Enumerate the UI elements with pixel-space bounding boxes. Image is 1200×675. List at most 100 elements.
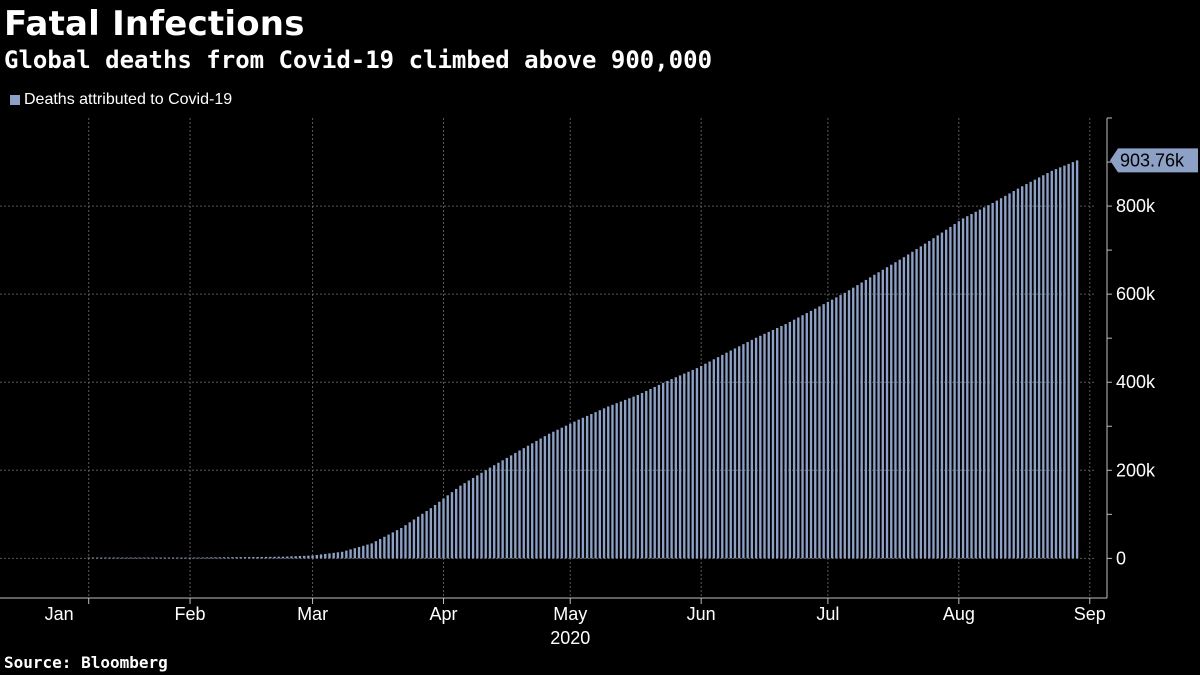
bar <box>273 556 276 559</box>
bar <box>699 365 703 559</box>
bar <box>923 243 927 559</box>
bar <box>1037 177 1041 559</box>
bar <box>999 198 1003 559</box>
bar <box>581 417 585 559</box>
bar <box>353 548 356 559</box>
bar <box>446 495 449 559</box>
x-tick-label: Mar <box>297 604 328 624</box>
bar <box>104 557 107 559</box>
bar <box>176 557 179 559</box>
bar <box>531 443 534 559</box>
bar <box>716 357 720 559</box>
bar <box>349 549 352 559</box>
bar <box>742 344 745 559</box>
bar <box>860 282 863 559</box>
bar <box>319 554 323 559</box>
bar <box>277 556 280 559</box>
bar <box>661 382 665 559</box>
bar <box>205 557 209 559</box>
bar <box>915 249 918 559</box>
bar <box>269 556 272 559</box>
bar <box>970 214 973 559</box>
bar <box>653 386 656 559</box>
bar <box>953 224 956 559</box>
bar <box>315 554 318 559</box>
bar <box>290 556 293 559</box>
bar <box>759 335 762 559</box>
bar <box>771 329 775 559</box>
bar <box>877 272 880 559</box>
bar <box>433 504 437 559</box>
bar <box>252 557 255 559</box>
bar <box>809 310 813 559</box>
bar <box>1016 188 1020 559</box>
bar <box>467 480 471 559</box>
bar <box>155 557 158 559</box>
bar <box>623 399 627 559</box>
bar <box>733 348 737 559</box>
bar <box>873 274 876 559</box>
bar <box>666 380 669 559</box>
y-tick-label: 800k <box>1116 196 1156 216</box>
bar <box>987 205 990 559</box>
bar <box>598 410 601 559</box>
bar <box>383 536 386 559</box>
bar <box>906 254 910 559</box>
bar <box>400 527 403 559</box>
bar <box>780 326 783 559</box>
bar <box>792 319 796 559</box>
bar <box>476 475 479 559</box>
bar <box>674 377 678 559</box>
bar <box>611 404 614 559</box>
bar <box>569 423 572 559</box>
bar <box>129 557 133 559</box>
bar <box>416 516 420 559</box>
bar <box>518 450 521 559</box>
bar <box>408 522 411 559</box>
x-tick-label: Apr <box>430 604 458 624</box>
bar <box>463 483 466 559</box>
bar <box>281 556 285 559</box>
last-value-callout <box>1110 148 1198 173</box>
bar <box>928 240 931 559</box>
bar <box>1059 167 1062 559</box>
bar <box>239 557 242 559</box>
bar <box>108 557 112 559</box>
bar <box>944 229 948 559</box>
bar <box>590 413 593 559</box>
bar <box>450 492 454 559</box>
bar <box>712 359 716 559</box>
chart-subtitle: Global deaths from Covid-19 climbed abov… <box>4 46 713 74</box>
bar <box>442 498 445 559</box>
bar <box>547 433 551 559</box>
bar <box>995 200 999 559</box>
bar <box>172 557 175 559</box>
bar <box>505 457 509 559</box>
bar <box>286 556 289 559</box>
bar <box>345 550 348 559</box>
bar <box>226 557 230 559</box>
bar <box>332 552 335 559</box>
bar <box>133 557 137 559</box>
bar <box>615 403 618 559</box>
bar <box>1071 162 1075 559</box>
bar <box>725 352 728 559</box>
bar <box>814 308 817 559</box>
bar <box>366 544 369 559</box>
bar <box>936 235 939 559</box>
bar <box>248 557 251 559</box>
bar <box>1054 169 1058 559</box>
bar <box>839 295 842 559</box>
bar <box>425 511 428 559</box>
bar <box>488 467 492 559</box>
bar <box>826 301 830 559</box>
bar <box>919 246 923 559</box>
bar <box>298 556 302 559</box>
bar <box>197 557 200 559</box>
bar <box>746 342 749 559</box>
bar <box>885 267 889 559</box>
y-tick-label: 0 <box>1116 548 1126 568</box>
bar <box>146 557 150 559</box>
bar <box>657 384 661 559</box>
bar <box>628 398 631 559</box>
